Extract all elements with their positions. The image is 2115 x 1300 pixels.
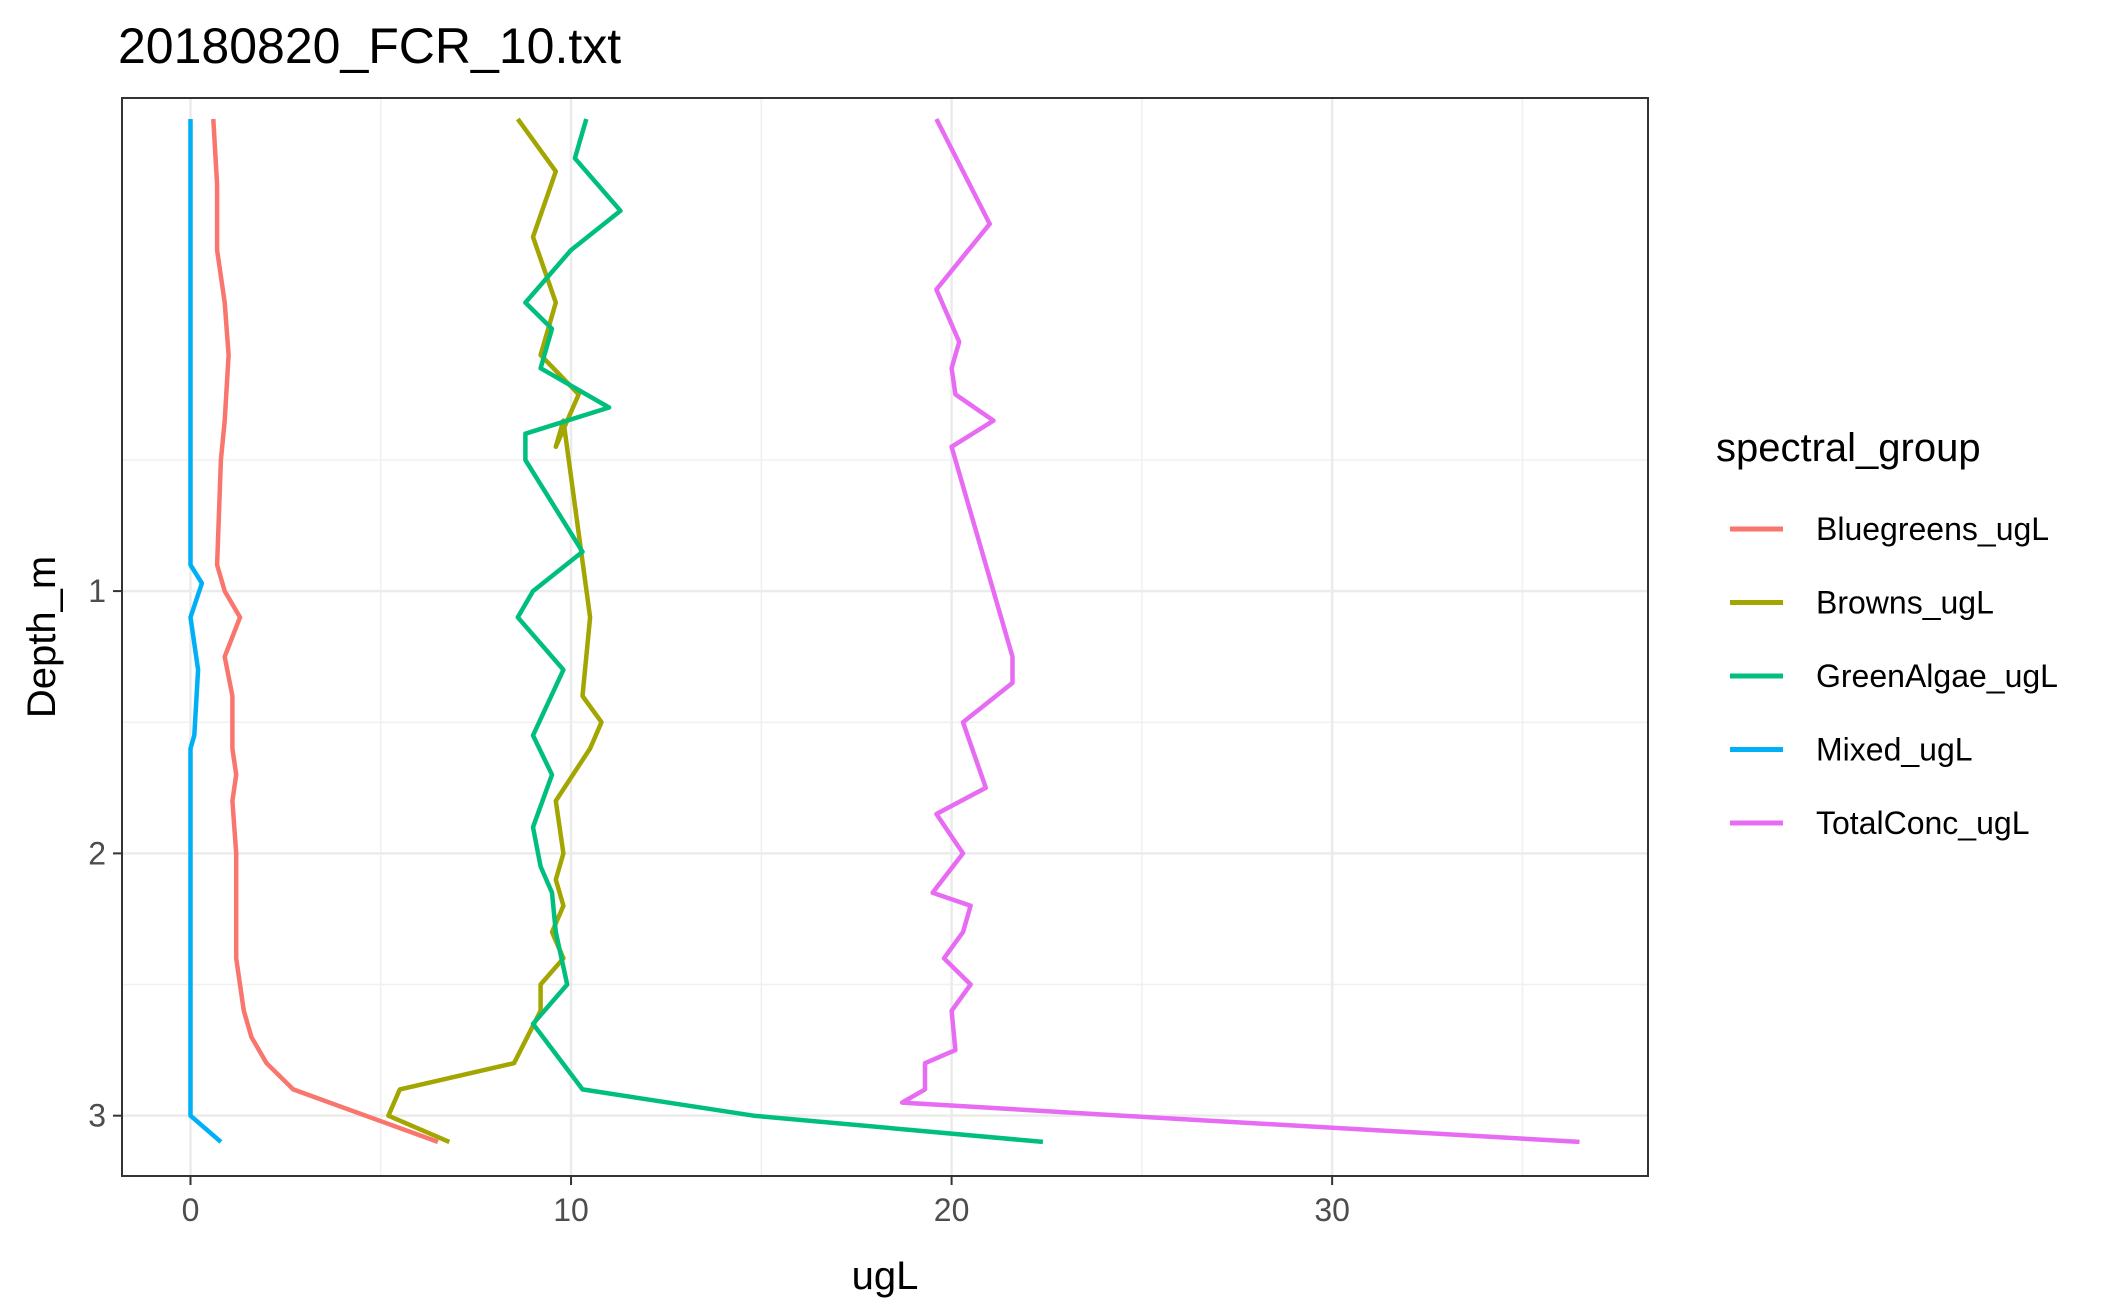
- series-line-totalconc-ugl: [899, 117, 1580, 1145]
- x-axis: 0 10 20 30: [182, 1176, 1350, 1228]
- legend: spectral_group Bluegreens_ugL Browns_ugL G…: [1716, 426, 2058, 841]
- legend-label: Bluegreens_ugL: [1816, 511, 2049, 547]
- x-tick-label: 20: [934, 1192, 970, 1228]
- legend-label: Mixed_ugL: [1816, 732, 1973, 768]
- legend-label: GreenAlgae_ugL: [1816, 658, 2058, 694]
- series-line-mixed-ugl: [188, 119, 223, 1144]
- y-tick-label: 3: [88, 1098, 106, 1134]
- x-tick-label: 30: [1314, 1192, 1350, 1228]
- series-line-bluegreens-ugl: [211, 118, 439, 1145]
- panel-border: [121, 97, 1649, 1177]
- y-tick-label: 2: [88, 835, 106, 871]
- y-axis: 1 2 3: [88, 573, 122, 1134]
- chart-title: 20180820_FCR_10.txt: [118, 18, 621, 74]
- legend-title: spectral_group: [1716, 426, 1981, 470]
- series-line-greenalgae-ugl: [515, 118, 1044, 1145]
- x-tick-label: 10: [553, 1192, 589, 1228]
- y-axis-title: Depth_m: [20, 556, 64, 718]
- legend-label: Browns_ugL: [1816, 585, 1994, 621]
- x-axis-title: ugL: [852, 1254, 919, 1298]
- x-tick-label: 0: [182, 1192, 200, 1228]
- series-lines: [188, 117, 1580, 1145]
- series-line-browns-ugl: [386, 117, 604, 1144]
- y-tick-label: 1: [88, 573, 106, 609]
- grid: [122, 98, 1648, 1176]
- legend-items: Bluegreens_ugL Browns_ugL GreenAlgae_ugL Mi…: [1730, 511, 2058, 841]
- legend-label: TotalConc_ugL: [1816, 805, 2029, 841]
